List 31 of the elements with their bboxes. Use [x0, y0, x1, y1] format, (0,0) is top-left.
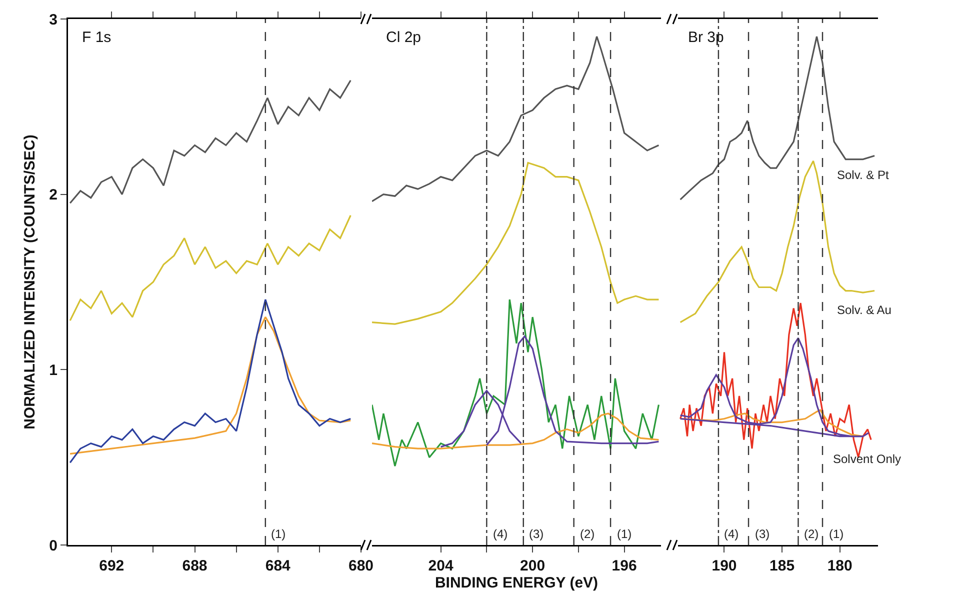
x-tick-label: 680 [348, 558, 374, 574]
text: F 1s [82, 29, 112, 46]
annotation: (1) [829, 527, 844, 541]
x-tick-label: 688 [182, 558, 208, 574]
x-tick-label: 196 [612, 558, 637, 574]
text: Cl 2p [386, 29, 422, 46]
annotation: (1) [271, 527, 286, 541]
annotation: (4) [724, 527, 739, 541]
y-tick-label: 3 [49, 11, 58, 28]
y-tick-label: 2 [49, 186, 58, 204]
series-label: Solvent Only [833, 452, 902, 466]
x-tick-label: 200 [520, 558, 546, 574]
y-tick-label: 1 [49, 362, 58, 379]
x-tick-label: 190 [712, 558, 737, 574]
annotation: (2) [580, 527, 595, 541]
x-tick-label: 684 [265, 558, 292, 574]
x-tick-label: 180 [827, 558, 852, 574]
x-tick-label: 204 [428, 558, 454, 574]
annotation: (2) [804, 527, 819, 541]
x-tick-label: 185 [770, 558, 795, 574]
y-tick-label: 0 [49, 537, 58, 554]
annotation: (4) [493, 527, 508, 541]
annotation: (1) [617, 527, 632, 541]
text: Br 3p [688, 29, 724, 46]
y-axis-title: NORMALIZED INTENSITY (COUNTS/SEC) [22, 134, 39, 430]
series-label: Solv. & Pt [837, 168, 890, 182]
annotation: (3) [755, 527, 770, 541]
x-axis-title: BINDING ENERGY (eV) [434, 574, 598, 592]
annotation: (3) [529, 527, 544, 541]
x-tick-label: 692 [99, 558, 124, 574]
series-label: Solv. & Au [837, 303, 892, 317]
